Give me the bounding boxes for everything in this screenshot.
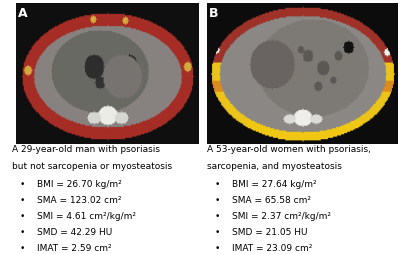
Text: •: • [214,196,220,205]
Text: BMI = 27.64 kg/m²: BMI = 27.64 kg/m² [231,180,316,189]
Text: SMA = 65.58 cm²: SMA = 65.58 cm² [231,196,310,205]
Text: •: • [20,244,25,253]
Text: •: • [214,212,220,221]
Text: •: • [20,180,25,189]
Text: IMAT = 23.09 cm²: IMAT = 23.09 cm² [231,244,312,253]
Text: A: A [18,7,28,20]
Text: B: B [209,7,218,20]
Text: •: • [214,244,220,253]
Text: A 29-year-old man with psoriasis: A 29-year-old man with psoriasis [12,145,160,154]
Text: SMA = 123.02 cm²: SMA = 123.02 cm² [37,196,122,205]
Text: SMI = 4.61 cm²/kg/m²: SMI = 4.61 cm²/kg/m² [37,212,136,221]
Text: •: • [20,228,25,237]
Text: •: • [214,180,220,189]
Text: sarcopenia, and myosteatosis: sarcopenia, and myosteatosis [207,162,341,171]
Text: •: • [20,196,25,205]
Text: A 53-year-old women with psoriasis,: A 53-year-old women with psoriasis, [207,145,371,154]
Text: •: • [214,228,220,237]
Text: •: • [20,212,25,221]
Text: SMD = 21.05 HU: SMD = 21.05 HU [231,228,307,237]
Text: SMI = 2.37 cm²/kg/m²: SMI = 2.37 cm²/kg/m² [231,212,330,221]
Text: BMI = 26.70 kg/m²: BMI = 26.70 kg/m² [37,180,122,189]
Text: but not sarcopenia or myosteatosis: but not sarcopenia or myosteatosis [12,162,172,171]
Text: SMD = 42.29 HU: SMD = 42.29 HU [37,228,112,237]
Text: IMAT = 2.59 cm²: IMAT = 2.59 cm² [37,244,111,253]
